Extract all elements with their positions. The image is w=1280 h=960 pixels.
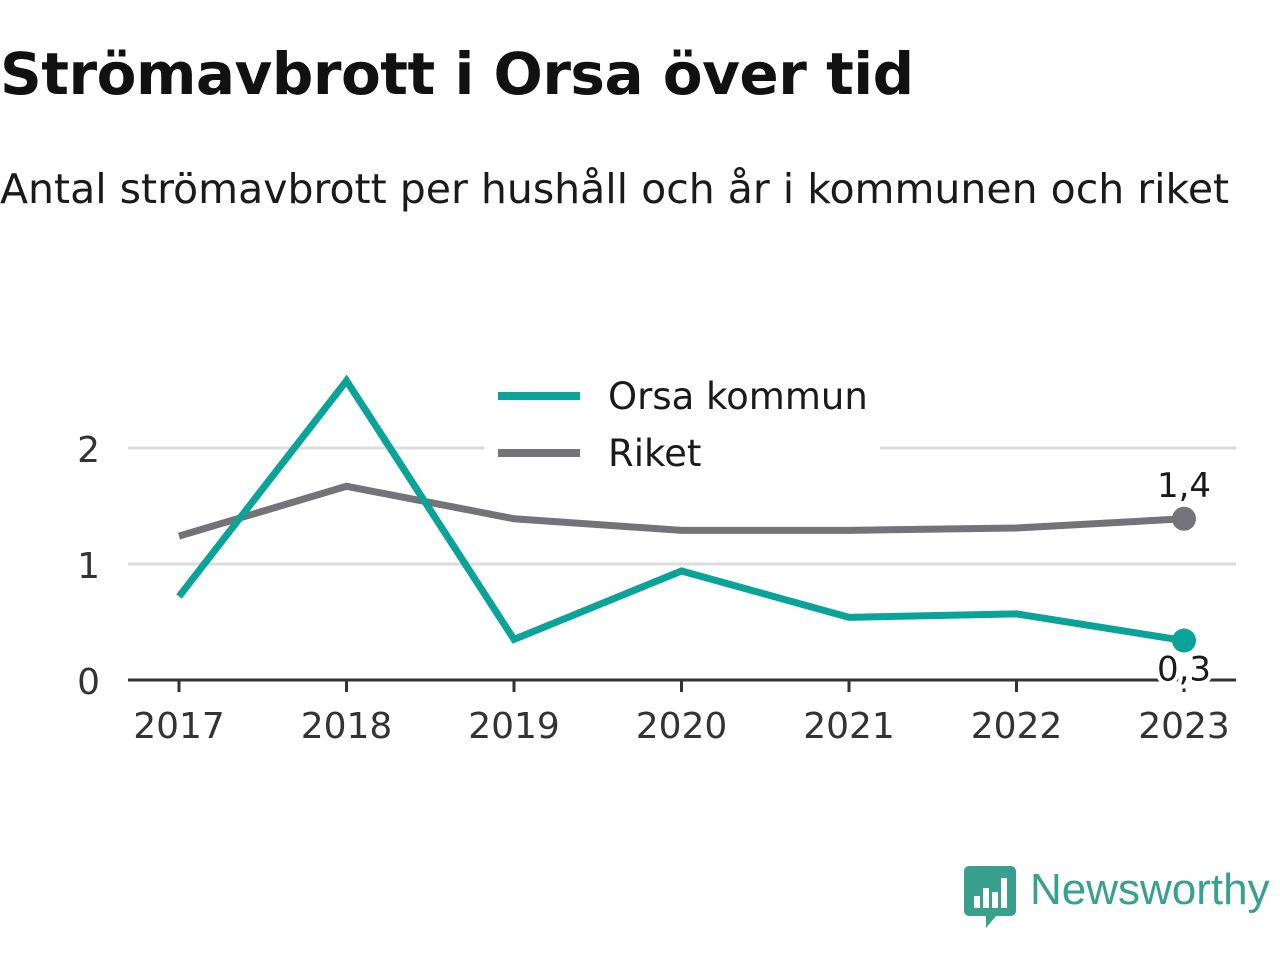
series-line <box>178 482 1185 540</box>
chart-title: Strömavbrott i Orsa över tid <box>0 40 914 108</box>
series-line <box>176 374 1185 645</box>
x-tick-label: 2020 <box>636 706 728 747</box>
x-tick-label: 2019 <box>468 706 560 747</box>
end-value-label: 0,3 <box>1157 650 1211 690</box>
end-value-labels: 0,3 1,4 <box>1153 462 1215 694</box>
x-tick-label: 2018 <box>301 706 393 747</box>
y-tick-label: 0 <box>77 662 100 703</box>
brand-name: Newsworthy <box>1030 865 1270 914</box>
y-tick-label: 2 <box>77 430 100 471</box>
newsworthy-logo-icon <box>964 866 1016 928</box>
x-tick-label: 2021 <box>803 706 895 747</box>
series-end-point <box>1172 506 1196 531</box>
legend-label: Orsa kommun <box>608 375 868 418</box>
brand-logo: Newsworthy <box>964 862 1280 928</box>
legend: Orsa kommun Riket <box>484 366 880 484</box>
chart-subtitle: Antal strömavbrott per hushåll och år i … <box>0 165 1230 213</box>
end-value-label: 1,4 <box>1157 466 1211 506</box>
series-end-point <box>1172 628 1196 653</box>
x-tick-label: 2017 <box>133 706 225 747</box>
legend-background <box>484 366 880 484</box>
series-lines <box>176 374 1196 653</box>
y-tick-label: 1 <box>77 546 100 587</box>
x-tick-label: 2022 <box>971 706 1063 747</box>
legend-label: Riket <box>608 432 701 475</box>
x-tick-label: 2023 <box>1138 706 1230 747</box>
x-axis-ticks: 2017 2018 2019 2020 2021 2022 2023 <box>133 680 1230 747</box>
y-axis-tick-labels: 0 1 2 <box>77 430 100 703</box>
